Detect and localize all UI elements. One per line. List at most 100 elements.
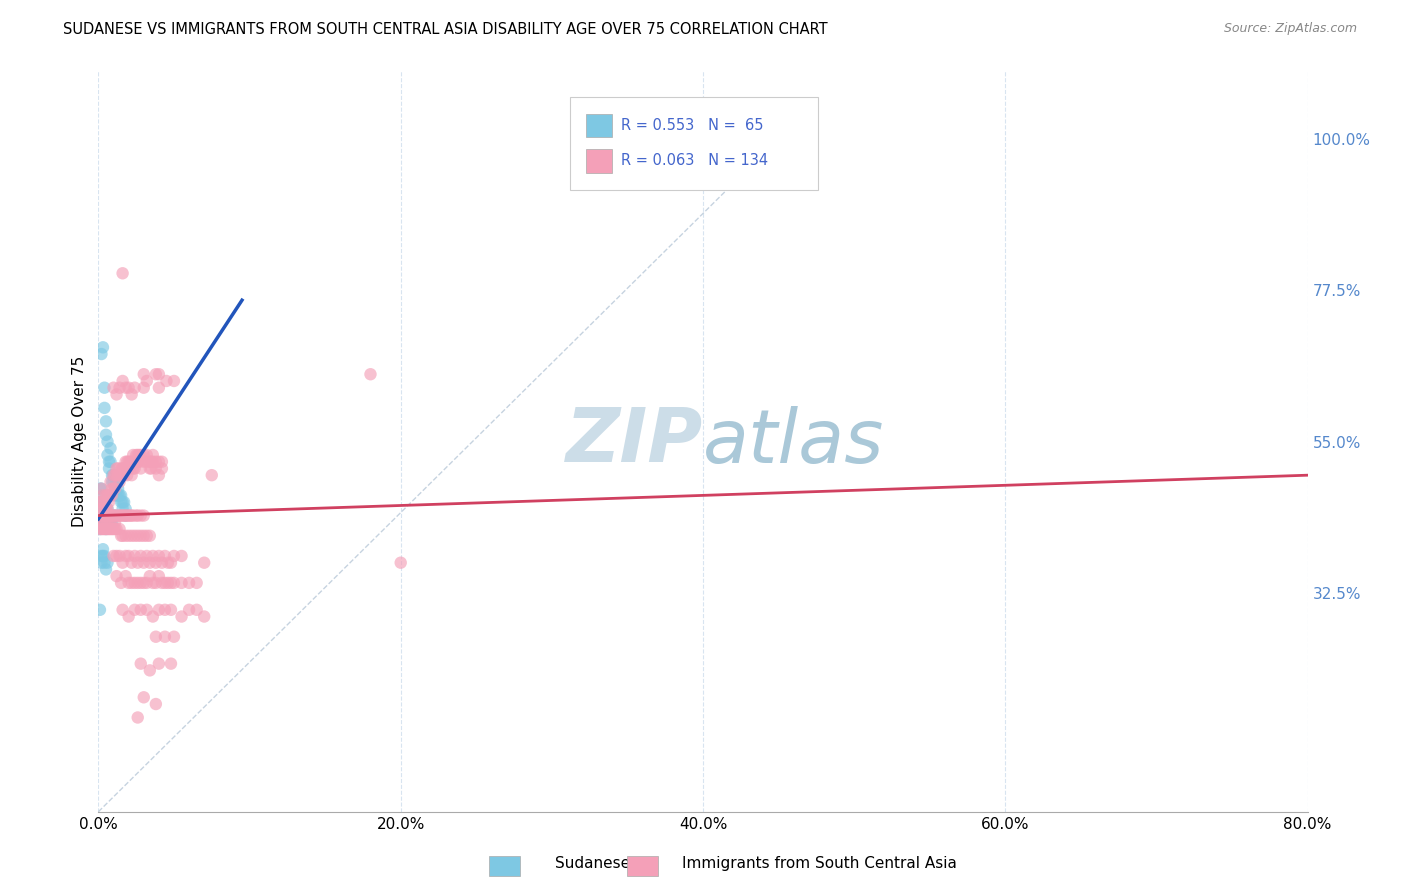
Point	[96, 501, 118, 516]
Point	[98, 508, 121, 523]
Point	[153, 630, 176, 644]
Point	[129, 657, 152, 671]
Point	[129, 461, 152, 475]
Point	[93, 401, 115, 415]
Point	[142, 575, 165, 590]
Point	[118, 455, 141, 469]
Point	[98, 455, 121, 469]
Point	[90, 508, 112, 523]
Point	[155, 374, 177, 388]
Point	[101, 516, 124, 530]
Point	[132, 368, 155, 382]
Point	[90, 549, 112, 563]
Point	[104, 516, 127, 530]
Point	[115, 468, 138, 483]
Point	[107, 488, 129, 502]
Point	[135, 374, 157, 388]
Point	[120, 461, 142, 475]
Point	[124, 549, 146, 563]
Point	[115, 455, 138, 469]
Point	[104, 508, 127, 523]
Point	[179, 575, 201, 590]
Point	[148, 569, 170, 583]
Point	[145, 697, 167, 711]
Point	[94, 414, 117, 428]
Point	[111, 603, 134, 617]
Point	[128, 448, 150, 462]
Point	[110, 529, 132, 543]
Point	[94, 501, 117, 516]
Text: SUDANESE VS IMMIGRANTS FROM SOUTH CENTRAL ASIA DISABILITY AGE OVER 75 CORRELATIO: SUDANESE VS IMMIGRANTS FROM SOUTH CENTRA…	[63, 22, 828, 37]
Point	[148, 549, 170, 563]
Point	[118, 381, 141, 395]
Point	[100, 475, 122, 489]
Point	[121, 508, 143, 523]
FancyBboxPatch shape	[569, 97, 818, 190]
Point	[132, 690, 155, 705]
Point	[142, 448, 165, 462]
Point	[127, 448, 149, 462]
Point	[101, 488, 124, 502]
Point	[120, 508, 142, 523]
Point	[96, 522, 118, 536]
Point	[105, 522, 128, 536]
Text: ZIP: ZIP	[565, 405, 703, 478]
Point	[105, 508, 128, 523]
Point	[91, 522, 114, 536]
Point	[90, 501, 112, 516]
Point	[112, 461, 135, 475]
Point	[111, 495, 134, 509]
Point	[120, 455, 142, 469]
Point	[93, 495, 115, 509]
Point	[105, 468, 128, 483]
Point	[89, 516, 111, 530]
Point	[104, 522, 127, 536]
Point	[153, 603, 176, 617]
Point	[142, 609, 165, 624]
Point	[108, 549, 131, 563]
Point	[111, 461, 134, 475]
Point	[104, 482, 127, 496]
Point	[122, 448, 145, 462]
Point	[129, 575, 152, 590]
Point	[90, 556, 112, 570]
Point	[129, 529, 152, 543]
Point	[93, 522, 115, 536]
Point	[104, 468, 127, 483]
Point	[100, 488, 122, 502]
Point	[105, 488, 128, 502]
Point	[90, 516, 112, 530]
Point	[110, 461, 132, 475]
Text: R = 0.553   N =  65: R = 0.553 N = 65	[621, 118, 763, 133]
Point	[93, 501, 115, 516]
Point	[118, 549, 141, 563]
Point	[110, 575, 132, 590]
Point	[163, 374, 186, 388]
Point	[179, 603, 201, 617]
Point	[94, 522, 117, 536]
Point	[163, 575, 186, 590]
Point	[108, 475, 131, 489]
Point	[110, 495, 132, 509]
Point	[153, 549, 176, 563]
Point	[122, 508, 145, 523]
Point	[103, 508, 125, 523]
Point	[160, 603, 183, 617]
Point	[96, 448, 118, 462]
Point	[114, 508, 136, 523]
Point	[121, 556, 143, 570]
Point	[111, 529, 134, 543]
Point	[132, 529, 155, 543]
Point	[139, 664, 162, 678]
Point	[103, 482, 125, 496]
Point	[125, 455, 148, 469]
Point	[118, 609, 141, 624]
Point	[111, 374, 134, 388]
Point	[94, 427, 117, 442]
Point	[96, 501, 118, 516]
Point	[114, 381, 136, 395]
Point	[118, 508, 141, 523]
Point	[125, 508, 148, 523]
Point	[129, 448, 152, 462]
Point	[193, 609, 215, 624]
